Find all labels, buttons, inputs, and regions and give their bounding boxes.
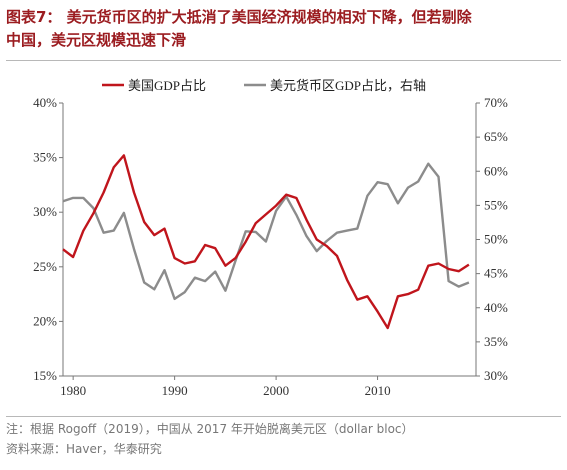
series-line-usd-bloc-gdp-share [62, 162, 470, 301]
left-tick-label: 40% [33, 95, 57, 110]
left-tick-label: 35% [33, 150, 57, 165]
right-tick-label: 45% [484, 266, 508, 281]
right-tick-label: 65% [484, 129, 508, 144]
right-tick-label: 30% [484, 368, 508, 383]
legend-us-label: 美国GDP占比 [128, 78, 206, 93]
x-tick-label: 1990 [162, 383, 188, 398]
right-tick-label: 60% [484, 163, 508, 178]
footer-divider [6, 416, 561, 417]
source-note: 资料来源：Haver，华泰研究 [6, 442, 162, 456]
x-tick-label: 2000 [263, 383, 289, 398]
series-line-us-gdp-share [62, 154, 470, 330]
right-tick-label: 35% [484, 334, 508, 349]
title-line-2: 中国，美元区规模迅速下滑 [6, 31, 187, 49]
right-tick-label: 50% [484, 232, 508, 247]
title-line-1: 图表7： 美元货币区的扩大抵消了美国经济规模的相对下降，但若剔除 [6, 8, 472, 26]
footnote: 注：根据 Rogoff（2019），中国从 2017 年开始脱离美元区（doll… [6, 422, 414, 436]
title-divider [6, 60, 561, 61]
chart-title: 图表7： 美元货币区的扩大抵消了美国经济规模的相对下降，但若剔除 中国，美元区规… [6, 6, 561, 52]
right-tick-label: 55% [484, 197, 508, 212]
legend: 美国GDP占比 美元货币区GDP占比，右轴 [102, 78, 426, 93]
left-tick-label: 30% [33, 204, 57, 219]
left-tick-label: 15% [33, 368, 57, 383]
x-tick-label: 1980 [60, 383, 86, 398]
x-tick-label: 2010 [365, 383, 391, 398]
left-tick-label: 20% [33, 313, 57, 328]
right-tick-label: 40% [484, 300, 508, 315]
legend-usd-label: 美元货币区GDP占比，右轴 [270, 78, 426, 93]
left-tick-label: 25% [33, 259, 57, 274]
right-tick-label: 70% [484, 95, 508, 110]
